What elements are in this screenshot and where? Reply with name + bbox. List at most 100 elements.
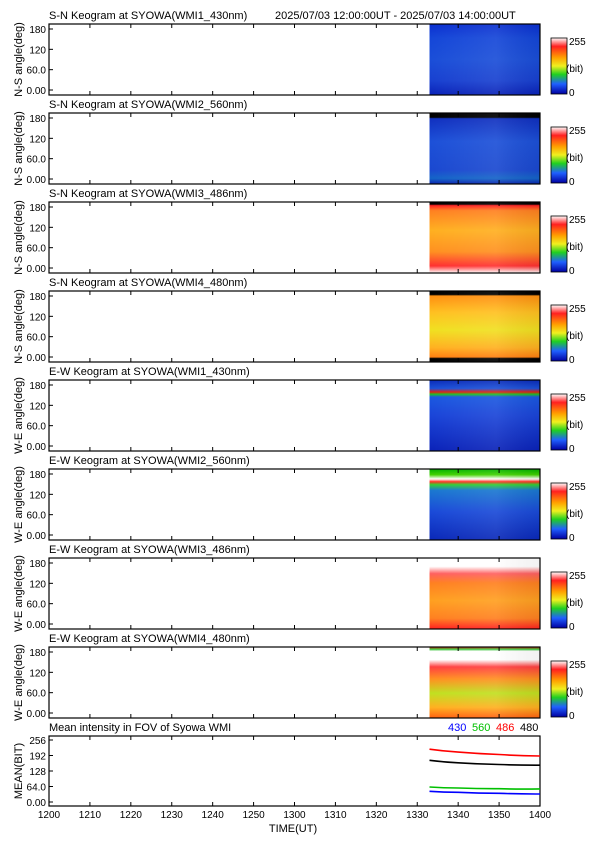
y-tick-label: 180 (29, 292, 46, 303)
colorbar-min-label: 0 (569, 355, 575, 366)
y-tick-label: 60.0 (27, 333, 47, 344)
colorbar (550, 304, 568, 362)
keogram-shading (429, 113, 540, 184)
y-tick-label: 180 (29, 203, 46, 214)
x-tick-label: 1350 (488, 810, 511, 821)
y-tick-label: 0.00 (27, 620, 47, 631)
series-line-430 (429, 790, 541, 795)
x-tick-label: 1210 (79, 810, 102, 821)
colorbar-unit-label: (bit) (566, 331, 583, 342)
y-tick-label: 180 (29, 559, 46, 570)
keogram-shading (429, 380, 540, 451)
panel-title: E-W Keogram at SYOWA(WMI4_480nm) (49, 633, 250, 645)
keogram-shading (429, 291, 540, 362)
colorbar-min-label: 0 (569, 711, 575, 722)
y-axis-label: W-E angle(deg) (13, 466, 25, 543)
y-tick-label: 120 (29, 401, 46, 412)
y-tick-label: 120 (29, 134, 46, 145)
y-tick-label: 0.00 (27, 353, 47, 364)
colorbar-unit-label: (bit) (566, 64, 583, 75)
keogram-panel: S-N Keogram at SYOWA(WMI2_560nm)180 120 60… (13, 99, 586, 188)
y-tick-label: 180 (29, 114, 46, 125)
y-axis-label: W-E angle(deg) (13, 377, 25, 454)
y-axis-label: W-E angle(deg) (13, 555, 25, 632)
colorbar-min-label: 0 (569, 177, 575, 188)
colorbar (550, 482, 568, 540)
y-tick-label: 60.0 (27, 600, 47, 611)
panel-title: S-N Keogram at SYOWA(WMI3_486nm) (49, 188, 247, 200)
colorbar-min-label: 0 (569, 444, 575, 455)
colorbar-unit-label: (bit) (566, 153, 583, 164)
y-axis-label: N-S angle(deg) (13, 289, 25, 364)
x-tick-label: 1320 (365, 810, 388, 821)
colorbar-unit-label: (bit) (566, 598, 583, 609)
header-time-range: 2025/07/03 12:00:00UT - 2025/07/03 14:00… (275, 10, 516, 22)
panel-title: S-N Keogram at SYOWA(WMI4_480nm) (49, 277, 247, 289)
y-tick-label: 0.00 (27, 798, 47, 809)
y-tick-label: 60.0 (27, 155, 47, 166)
keogram-panel: E-W Keogram at SYOWA(WMI2_560nm)180 120 60… (13, 455, 586, 544)
y-tick-label: 60.0 (27, 244, 47, 255)
y-axis-label: N-S angle(deg) (13, 200, 25, 275)
mean-y-axis-label: MEAN(BIT) (13, 743, 25, 799)
series-line-480 (429, 759, 541, 767)
y-tick-label: 256 (29, 736, 46, 747)
colorbar (550, 571, 568, 629)
y-tick-label: 120 (29, 490, 46, 501)
y-tick-label: 0.00 (27, 709, 47, 720)
x-tick-label: 1330 (406, 810, 429, 821)
x-tick-label: 1240 (202, 810, 225, 821)
keogram-shading (429, 647, 540, 718)
x-tick-label: 1230 (161, 810, 184, 821)
x-tick-label: 1250 (242, 810, 265, 821)
y-axis-label: N-S angle(deg) (13, 22, 25, 97)
keogram-panel: S-N Keogram at SYOWA(WMI1_430nm)180 120 60… (13, 10, 586, 99)
colorbar-max-label: 255 (569, 126, 586, 137)
y-axis-label: W-E angle(deg) (13, 644, 25, 721)
keogram-panel: E-W Keogram at SYOWA(WMI3_486nm)180 120 60… (13, 544, 586, 633)
keogram-panel: E-W Keogram at SYOWA(WMI4_480nm)180 120 60… (13, 633, 586, 722)
keogram-shading (429, 24, 540, 95)
x-tick-label: 1220 (120, 810, 143, 821)
colorbar-max-label: 255 (569, 482, 586, 493)
colorbar-unit-label: (bit) (566, 687, 583, 698)
panel-title: S-N Keogram at SYOWA(WMI2_560nm) (49, 99, 247, 111)
colorbar-unit-label: (bit) (566, 509, 583, 520)
colorbar (550, 393, 568, 451)
colorbar-max-label: 255 (569, 571, 586, 582)
colorbar (550, 126, 568, 184)
y-tick-label: 0.00 (27, 531, 47, 542)
x-tick-label: 1340 (447, 810, 470, 821)
y-tick-label: 0.00 (27, 86, 47, 97)
y-tick-label: 120 (29, 579, 46, 590)
x-tick-label: 1300 (283, 810, 306, 821)
y-tick-label: 0.00 (27, 442, 47, 453)
panel-title: E-W Keogram at SYOWA(WMI2_560nm) (49, 455, 250, 467)
colorbar-max-label: 255 (569, 215, 586, 226)
colorbar-unit-label: (bit) (566, 420, 583, 431)
keogram-shading (429, 558, 540, 629)
y-tick-label: 180 (29, 25, 46, 36)
colorbar-min-label: 0 (569, 266, 575, 277)
colorbar (550, 37, 568, 95)
panel-title: E-W Keogram at SYOWA(WMI1_430nm) (49, 366, 250, 378)
y-tick-label: 60.0 (27, 422, 47, 433)
x-axis-label: TIME(UT) (269, 823, 317, 835)
y-tick-label: 120 (29, 312, 46, 323)
y-tick-label: 180 (29, 470, 46, 481)
series-line-560 (429, 786, 541, 790)
y-tick-label: 120 (29, 45, 46, 56)
keogram-shading (429, 202, 540, 273)
y-tick-label: 64.0 (27, 783, 47, 794)
mean-panel-frame (48, 735, 541, 807)
colorbar-min-label: 0 (569, 88, 575, 99)
y-tick-label: 128 (29, 767, 46, 778)
y-tick-label: 0.00 (27, 175, 47, 186)
colorbar-unit-label: (bit) (566, 242, 583, 253)
keogram-shading (429, 469, 540, 540)
legend-entry: 430 (448, 722, 466, 734)
x-tick-label: 1310 (324, 810, 347, 821)
colorbar (550, 215, 568, 273)
colorbar-max-label: 255 (569, 304, 586, 315)
